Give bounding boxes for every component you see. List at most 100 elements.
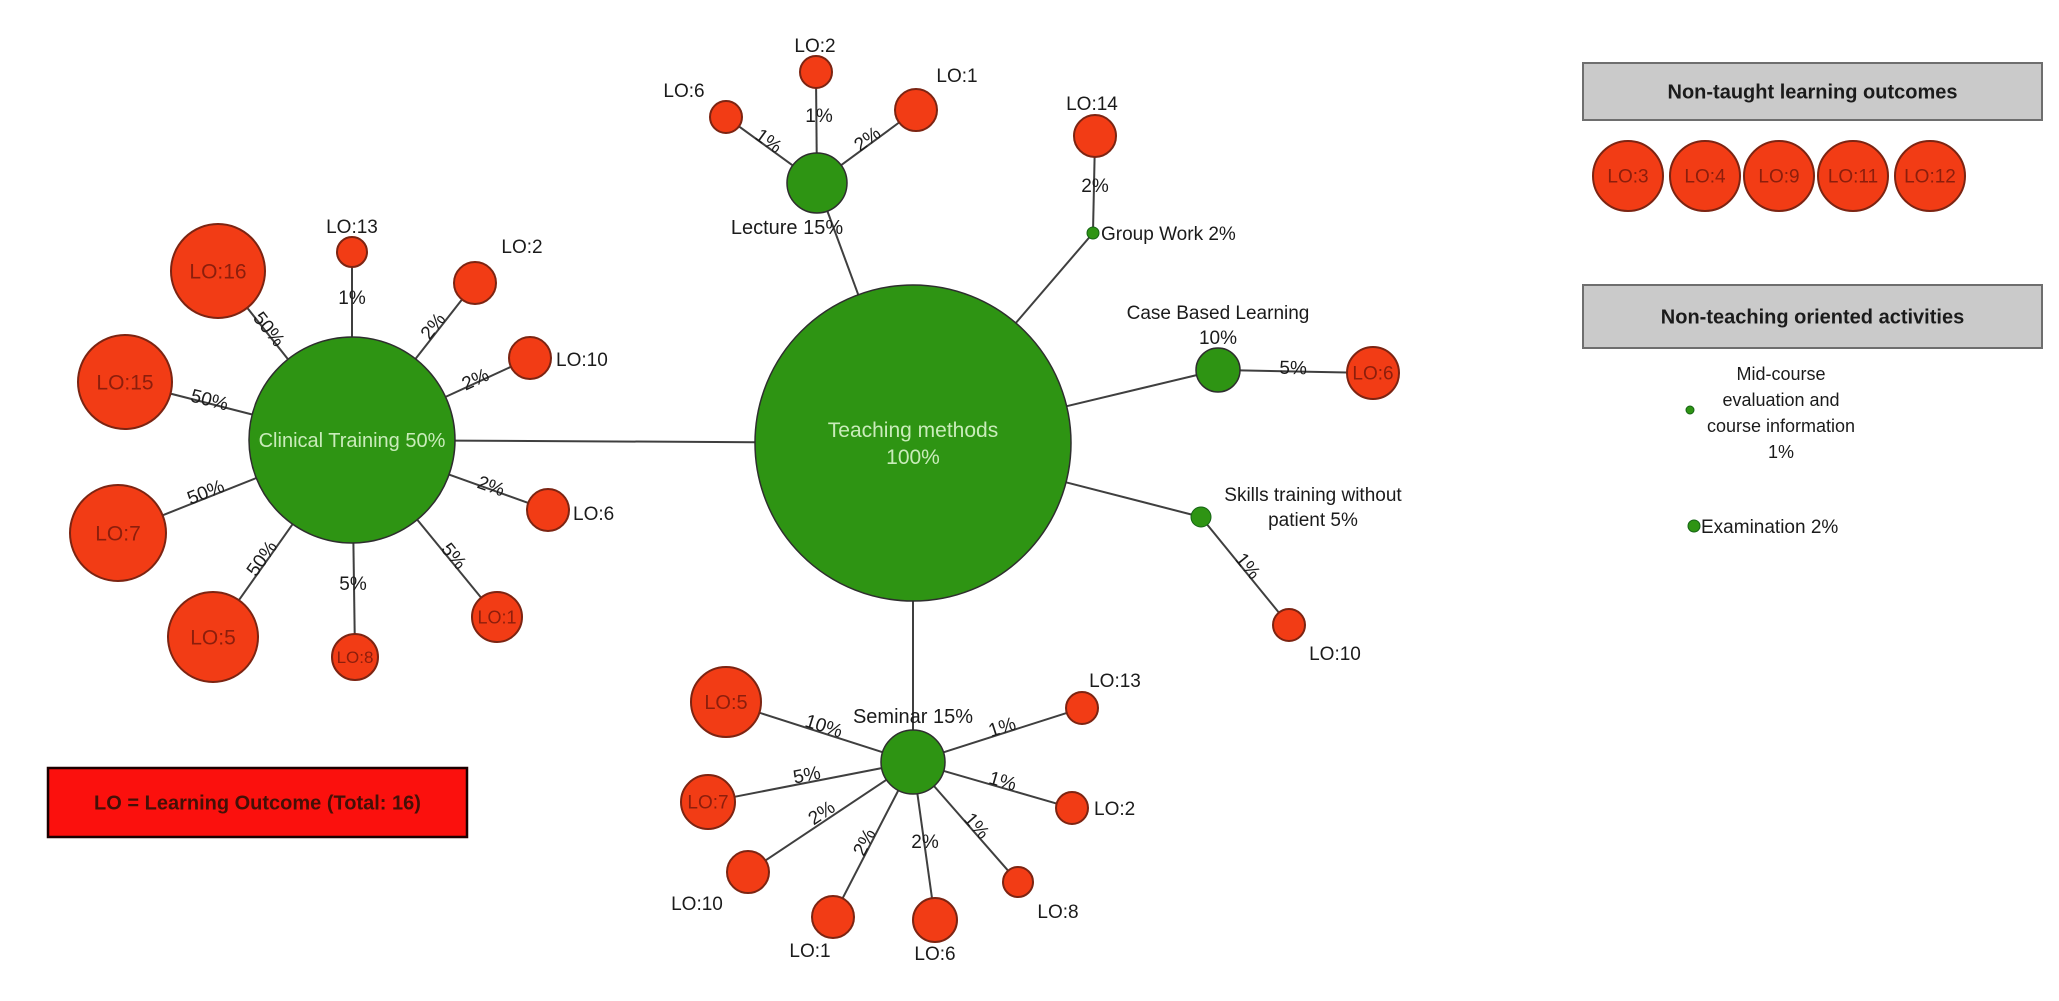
- node-clinical-label: Clinical Training 50%: [259, 430, 446, 452]
- node-cli-lo2: LO:2: [453, 237, 543, 305]
- legend-non-taught-header: Non-taught learning outcomes: [1582, 62, 2043, 121]
- edge-label-casebased-cb-lo6: 5%: [1279, 358, 1307, 380]
- edge-label-clinical-cli-lo16: 50%: [248, 308, 288, 351]
- node-clinical: Clinical Training 50%: [248, 336, 456, 544]
- edge-clinical-cli-lo15: [170, 392, 253, 416]
- edge-teaching-clinical: [454, 439, 756, 444]
- node-sk-lo10-label: LO:10: [1309, 644, 1361, 665]
- edge-label-seminar-sem-lo6: 2%: [911, 832, 939, 853]
- node-sem-lo10: LO:10: [671, 850, 770, 915]
- edge-clinical-cli-lo10: [445, 365, 512, 398]
- node-cli-lo13: LO:13: [326, 217, 378, 268]
- edge-label-lo14-groupwork: 2%: [1081, 176, 1109, 197]
- node-groupwork-label: Group Work 2%: [1101, 224, 1236, 245]
- edge-label-seminar-sem-lo8: 1%: [959, 809, 993, 844]
- node-cli-lo10: LO:10: [508, 336, 608, 380]
- node-cli-lo10-label: LO:10: [556, 350, 608, 371]
- legend-activity-item-1: Examination 2%: [1687, 517, 1838, 538]
- legend-non-teaching-header: Non-teaching oriented activities: [1582, 284, 2043, 349]
- edge-label-clinical-cli-lo5: 50%: [243, 537, 282, 580]
- node-cli-lo16-label: LO:16: [189, 260, 246, 283]
- edge-label-seminar-sem-lo13: 1%: [986, 714, 1019, 742]
- legend-non-taught-header-label: Non-taught learning outcomes: [1668, 82, 1958, 104]
- edge-label-clinical-cli-lo2: 2%: [417, 309, 451, 344]
- node-sem-lo7-label: LO:7: [687, 793, 728, 814]
- edge-lecture-lec-lo6: [738, 125, 794, 167]
- edge-seminar-sem-lo2: [943, 769, 1057, 805]
- edge-label-seminar-sem-lo1: 2%: [849, 825, 880, 859]
- legend-activity-item-0: Mid-course evaluation and course informati…: [1685, 364, 1855, 462]
- node-cli-lo6: LO:6: [526, 488, 614, 532]
- node-groupwork: Group Work 2%: [1086, 224, 1236, 245]
- legend-activity-label-0: Mid-course evaluation and course informati…: [1707, 364, 1855, 462]
- node-lec-lo2: LO:2: [794, 36, 836, 89]
- node-cb-lo6-label: LO:6: [1352, 364, 1393, 385]
- node-sem-lo5: LO:5: [690, 666, 762, 738]
- node-teaching-label: Teaching methods 100%: [828, 419, 998, 469]
- edge-label-lecture-lec-lo1: 2%: [850, 123, 885, 156]
- node-cli-lo8-label: LO:8: [337, 648, 374, 667]
- edge-seminar-sem-lo7: [734, 767, 882, 798]
- node-seminar-label: Seminar 15%: [853, 706, 973, 728]
- node-cli-lo2-label: LO:2: [501, 237, 542, 258]
- node-skills-label: Skills training without patient 5%: [1224, 485, 1402, 531]
- node-sk-lo10: LO:10: [1272, 608, 1361, 665]
- legend-outcome-lo9: LO:9: [1743, 140, 1815, 212]
- edge-clinical-cli-lo6: [448, 473, 529, 504]
- edge-clinical-cli-lo7: [162, 477, 257, 517]
- node-sem-lo1: LO:1: [789, 895, 855, 962]
- node-seminar: Seminar 15%: [853, 706, 973, 795]
- node-cli-lo15-label: LO:15: [96, 371, 153, 394]
- edge-clinical-cli-lo1: [416, 519, 482, 599]
- node-lec-lo1-label: LO:1: [936, 66, 977, 87]
- node-skills: Skills training without patient 5%: [1190, 485, 1402, 531]
- node-sem-lo6: LO:6: [912, 897, 958, 965]
- node-lecture: Lecture 15%: [731, 152, 848, 239]
- edge-seminar-sem-lo6: [916, 793, 933, 899]
- edge-label-clinical-cli-lo8: 5%: [339, 574, 367, 595]
- edge-label-clinical-cli-lo15: 50%: [188, 386, 230, 416]
- node-sem-lo5-label: LO:5: [704, 692, 747, 714]
- edge-label-clinical-cli-lo6: 2%: [474, 472, 507, 501]
- edge-lo14-groupwork: [1092, 156, 1096, 228]
- node-sem-lo2: LO:2: [1055, 791, 1135, 825]
- edge-casebased-cb-lo6: [1239, 369, 1348, 374]
- node-sem-lo1-label: LO:1: [789, 941, 830, 962]
- node-cli-lo6-label: LO:6: [573, 504, 614, 525]
- edge-seminar-sem-lo10: [764, 778, 887, 862]
- node-cli-lo16: LO:16: [170, 223, 266, 319]
- legend-non-teaching-header-label: Non-teaching oriented activities: [1661, 307, 1964, 329]
- edge-label-seminar-sem-lo2: 1%: [986, 768, 1018, 796]
- node-lo14: LO:14: [1066, 94, 1118, 158]
- legend-outcome-lo11: LO:11: [1817, 140, 1889, 212]
- edge-label-seminar-sem-lo10: 2%: [805, 797, 840, 830]
- edge-skills-sk-lo10: [1206, 524, 1280, 614]
- node-lec-lo2-label: LO:2: [794, 36, 835, 57]
- edge-label-clinical-cli-lo1: 5%: [436, 539, 470, 574]
- node-cli-lo5: LO:5: [167, 591, 259, 683]
- edge-lecture-lec-lo1: [840, 121, 900, 167]
- node-cb-lo6: LO:6: [1346, 346, 1400, 400]
- edge-seminar-sem-lo5: [758, 711, 883, 754]
- node-sem-lo10-label: LO:10: [671, 894, 723, 915]
- node-sem-lo13-label: LO:13: [1089, 671, 1141, 692]
- node-teaching: Teaching methods 100%: [754, 284, 1072, 602]
- key-box: LO = Learning Outcome (Total: 16): [46, 766, 469, 839]
- key-box-label: LO = Learning Outcome (Total: 16): [94, 793, 421, 815]
- edge-seminar-sem-lo13: [943, 711, 1068, 754]
- edge-label-clinical-cli-lo10: 2%: [459, 365, 493, 396]
- edge-teaching-lecture: [826, 210, 860, 296]
- edge-teaching-skills: [1065, 481, 1192, 516]
- node-cli-lo1-label: LO:1: [477, 607, 516, 627]
- legend-outcome-label: LO:9: [1758, 167, 1799, 188]
- edge-label-clinical-cli-lo13: 1%: [338, 288, 366, 309]
- node-cli-lo5-label: LO:5: [190, 626, 236, 649]
- legend-outcome-lo12: LO:12: [1894, 140, 1966, 212]
- legend-outcome-label: LO:4: [1684, 167, 1726, 188]
- legend-outcome-label: LO:3: [1607, 167, 1648, 188]
- legend-outcome-lo3: LO:3: [1592, 140, 1664, 212]
- edge-label-seminar-sem-lo5: 10%: [802, 711, 845, 743]
- edge-teaching-casebased: [1066, 374, 1197, 408]
